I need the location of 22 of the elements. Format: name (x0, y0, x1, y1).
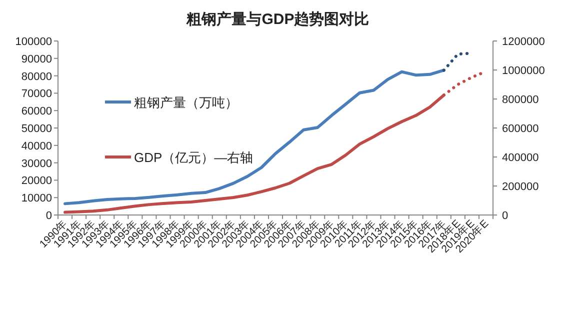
y-tick-label: 100000 (15, 36, 52, 48)
y-tick-label: 20000 (21, 175, 52, 188)
line-series (64, 68, 446, 206)
y2-tick-label: 800000 (502, 94, 539, 106)
y2-tick-label: 0 (502, 210, 508, 222)
y2-tick-label: 1200000 (502, 36, 545, 48)
y2-tick-label: 400000 (502, 152, 539, 164)
y-tick-label: 0 (46, 210, 52, 222)
y2-tick-label: 200000 (502, 181, 539, 193)
y2-tick-label: 1000000 (502, 65, 545, 77)
y-tick-label: 80000 (21, 70, 52, 83)
y-tick-label: 30000 (21, 158, 52, 170)
y-tick-label: 10000 (21, 192, 52, 205)
y-tick-label: 50000 (21, 123, 52, 135)
chart-title: 粗钢产量与GDP趋势图对比 (186, 11, 370, 28)
legend-label: GDP（亿元）—右轴 (134, 150, 254, 165)
y-tick-label: 60000 (21, 106, 52, 118)
legend-label: 粗钢产量（万吨） (134, 95, 238, 110)
y-tick-label: 90000 (21, 53, 52, 66)
y-tick-label: 70000 (21, 88, 52, 100)
y-tick-label: 40000 (21, 140, 52, 152)
y2-tick-label: 600000 (502, 123, 539, 135)
